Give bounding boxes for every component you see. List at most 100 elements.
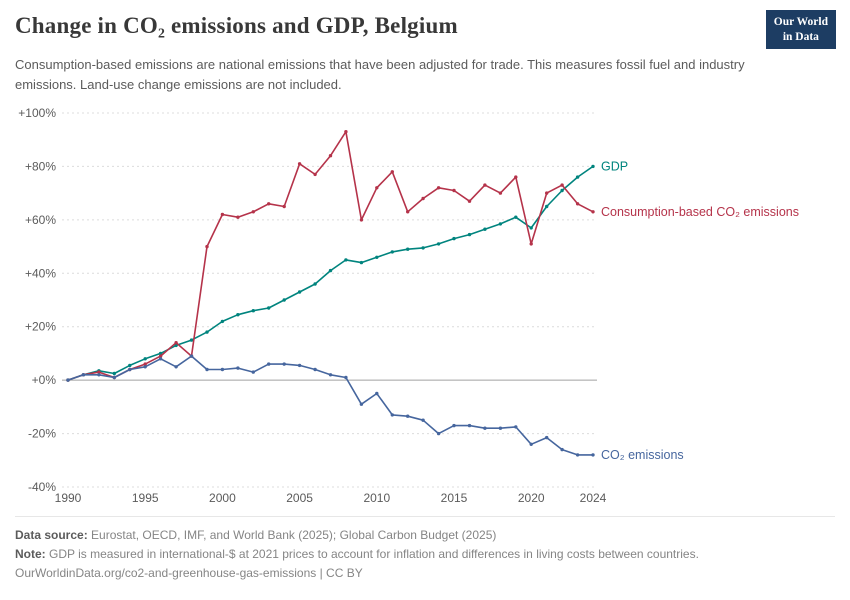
data-point-co2 [560,447,564,452]
data-point-gdp [128,363,132,368]
data-point-consumption-co2 [575,202,580,206]
data-source-line: Data source: Eurostat, OECD, IMF, and Wo… [15,526,835,545]
x-tick-label: 2005 [286,491,313,505]
owid-logo-line1: Our World [773,16,828,28]
data-point-consumption-co2 [297,162,302,166]
x-tick-label: 1995 [132,491,159,505]
y-tick-label: +20% [25,320,56,334]
data-point-consumption-co2 [545,191,549,195]
y-tick-label: +80% [25,159,56,173]
data-point-consumption-co2 [390,170,394,174]
data-point-co2 [359,402,364,406]
x-tick-label: 2015 [441,491,468,505]
data-point-co2 [575,453,580,457]
data-point-consumption-co2 [421,196,425,201]
attribution-url[interactable]: OurWorldinData.org/co2-and-greenhouse-ga… [15,566,363,581]
data-point-consumption-co2 [143,362,147,366]
data-source-text: Eurostat, OECD, IMF, and World Bank (202… [91,528,497,542]
data-point-gdp [467,232,472,237]
data-point-consumption-co2 [236,215,240,219]
y-tick-label: +40% [25,266,56,280]
data-point-gdp [498,222,503,226]
series-line-gdp [67,165,594,381]
data-point-gdp [344,258,348,262]
owid-logo[interactable]: Our World in Data [765,10,836,49]
data-point-co2 [251,370,255,374]
series-label-consumption-co2: Consumption-based CO₂ emissions [601,205,799,219]
data-point-consumption-co2 [267,202,271,206]
data-point-co2 [529,442,533,446]
data-point-co2 [158,357,163,361]
data-point-consumption-co2 [205,244,209,249]
series-line-consumption-co2 [67,130,594,381]
data-point-consumption-co2 [560,183,564,187]
data-point-co2 [498,426,503,430]
x-tick-label: 1990 [55,491,82,505]
data-point-co2 [174,365,178,369]
data-point-gdp [205,330,209,334]
data-point-gdp [313,282,317,286]
data-point-gdp [545,204,549,209]
data-point-gdp [297,290,302,294]
y-tick-label: -20% [28,427,56,441]
data-point-co2 [236,366,240,370]
x-tick-label: 2010 [363,491,390,505]
data-point-gdp [251,309,255,313]
x-tick-label: 2000 [209,491,236,505]
data-point-gdp [421,246,425,250]
note-label: Note: [15,547,46,562]
data-point-consumption-co2 [498,191,503,195]
data-point-co2 [220,367,225,372]
data-point-gdp [143,357,147,361]
data-point-co2 [406,414,410,418]
data-point-co2 [375,391,379,396]
data-point-co2 [313,367,317,372]
data-point-gdp [375,255,379,259]
data-point-consumption-co2 [97,370,101,374]
data-point-consumption-co2 [483,183,487,187]
data-point-gdp [514,215,518,219]
data-point-gdp [158,351,163,356]
data-point-gdp [529,226,533,230]
data-point-co2 [467,423,472,428]
data-source-label: Data source: [15,528,88,542]
data-point-consumption-co2 [158,354,163,358]
chart-title: Change in CO₂ emissions and GDP, Belgium [15,13,458,38]
data-point-gdp [406,247,410,251]
y-tick-label: +60% [25,213,56,227]
data-point-co2 [421,418,425,422]
note-line: Note: GDP is measured in international-$… [15,545,835,564]
data-point-consumption-co2 [529,242,533,246]
data-point-gdp [282,298,286,302]
data-point-co2 [282,362,286,366]
data-point-co2 [483,426,487,430]
data-point-consumption-co2 [436,186,441,190]
data-point-consumption-co2 [452,188,456,193]
data-point-co2 [390,413,394,417]
data-point-consumption-co2 [174,341,178,345]
data-point-gdp [560,188,564,193]
data-point-gdp [575,175,580,179]
data-point-gdp [436,242,441,246]
data-point-gdp [267,306,271,310]
data-point-co2 [97,373,101,377]
data-point-co2 [81,373,86,377]
y-tick-label: +100% [18,106,56,120]
data-point-co2 [545,435,549,440]
data-point-gdp [452,236,456,241]
data-point-consumption-co2 [591,210,595,214]
owid-logo-line2: in Data [782,30,819,43]
data-point-consumption-co2 [359,218,364,222]
data-point-co2 [297,363,302,368]
data-point-co2 [591,453,595,457]
data-point-consumption-co2 [375,186,379,190]
data-point-co2 [344,375,348,380]
data-point-gdp [591,164,595,169]
data-point-co2 [267,362,271,366]
data-point-consumption-co2 [220,212,225,217]
chart-subtitle: Consumption-based emissions are national… [15,57,745,92]
data-point-co2 [436,431,441,436]
data-point-gdp [220,319,225,324]
data-point-co2 [128,367,132,372]
